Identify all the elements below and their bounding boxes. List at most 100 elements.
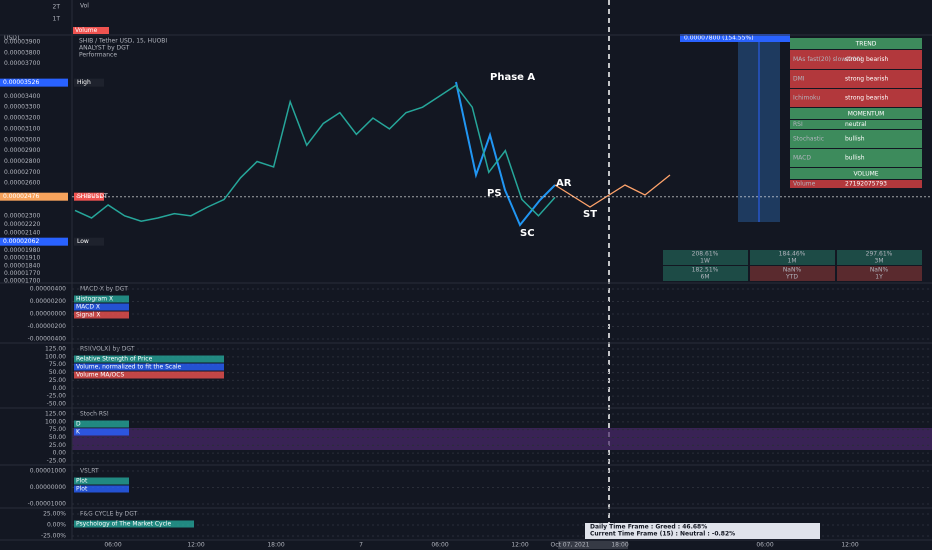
y-tick-label: 0.00002220 — [4, 221, 40, 228]
table-header-text: MOMENTUM — [848, 111, 885, 118]
panel-axis-label: 25.00% — [43, 511, 66, 518]
time-cursor-box — [558, 541, 628, 549]
perf-cell — [837, 266, 922, 281]
panel-axis-label: 100.00 — [45, 418, 66, 425]
panel-tag — [74, 420, 129, 428]
perf-period: 1Y — [875, 274, 883, 281]
table-cell: MACD — [793, 155, 811, 162]
panel-axis-label: 0.00 — [53, 385, 67, 392]
panel-axis-label: 0.00000000 — [30, 311, 66, 318]
panel-axis-label: 125.00 — [45, 411, 66, 418]
y-tick-label: 0.00002800 — [4, 158, 40, 165]
price-tag-label: High — [77, 79, 91, 86]
price-tag — [74, 237, 104, 246]
panel-axis-label: 75.00 — [49, 361, 66, 368]
table-row — [790, 180, 922, 188]
table-header — [790, 108, 922, 119]
perf-cell — [663, 266, 748, 281]
panel-axis-label: 50.00 — [49, 369, 66, 376]
panel-axis-label: 25.00 — [49, 442, 66, 449]
fg-note: Daily Time Frame : Greed : 46.68% — [590, 524, 707, 531]
panel-axis-label: 0.00000000 — [30, 484, 66, 491]
panel-title: VSLRT — [80, 468, 99, 475]
stoch-band — [72, 428, 932, 450]
panel-tag-label: Volume MA/OCS — [76, 372, 124, 379]
panel-tag — [74, 520, 194, 528]
y-tick-label: 0.00003400 — [4, 93, 40, 100]
indicator: ANALYST by DGT — [79, 45, 130, 52]
y-tick-label: 0.00003900 — [4, 39, 40, 46]
panel-tag — [74, 485, 129, 493]
table-row — [790, 50, 922, 69]
perf-period: 1W — [700, 258, 710, 265]
price-flag — [0, 192, 68, 201]
time-label: 7 — [359, 542, 363, 549]
y-tick-label: 0.00003700 — [4, 60, 40, 67]
table-cell: Volume — [793, 181, 816, 188]
panel-axis-label: 0.00000200 — [30, 298, 66, 305]
panel-title: Stoch RSI — [80, 411, 109, 418]
panel-tag — [74, 311, 129, 319]
table-cell: Ichimoku — [793, 95, 820, 102]
price-flag-label: 0.00002062 — [3, 238, 39, 245]
fg-note-box — [585, 523, 820, 539]
table-cell: bullish — [845, 136, 865, 143]
panel-axis-label: -0.00001000 — [28, 501, 67, 508]
y-tick-label: 0.00002600 — [4, 180, 40, 187]
panel-axis-label: 0.00 — [53, 450, 67, 457]
y-tick-label: 0.00002900 — [4, 147, 40, 154]
table-cell: 27192075793 — [845, 181, 887, 188]
y-tick-label: 0.00003800 — [4, 49, 40, 56]
panel-tag-label: D — [76, 421, 81, 428]
table-cell: strong bearish — [845, 56, 888, 63]
time-label: 12:00 — [187, 542, 204, 549]
table-cell: strong bearish — [845, 95, 888, 102]
perf-value: 297.61% — [866, 251, 893, 258]
panel-axis-label: -25.00 — [47, 458, 67, 465]
panel-axis-label: 100.00 — [45, 353, 66, 360]
panel-axis-label: 25.00 — [49, 377, 66, 384]
phase: Phase A — [490, 72, 535, 83]
symbol: SHIB / Tether USD, 15, HUOBI — [79, 38, 167, 45]
perf-cell — [750, 266, 835, 281]
y-tick-label: 0.00001980 — [4, 247, 40, 254]
panel-tag-label: Signal X — [76, 312, 100, 319]
perf-cell — [837, 250, 922, 265]
panel-tag-label: Plot — [76, 478, 88, 485]
time-label: 18:00 — [611, 542, 628, 549]
panel-tag — [74, 477, 129, 485]
panel-axis-label: 50.00 — [49, 434, 66, 441]
vol-axis-label: 2T — [53, 4, 61, 11]
sc: SC — [520, 228, 535, 239]
panel-axis-label: -0.00000200 — [28, 323, 67, 330]
panel-tag-label: Histogram X — [76, 296, 113, 303]
table-row — [790, 70, 922, 88]
table-header — [790, 38, 922, 49]
panel-axis-label: 125.00 — [45, 346, 66, 353]
y-tick-label: 0.00001700 — [4, 278, 40, 285]
perf-value: NaN% — [783, 267, 802, 274]
st: ST — [583, 209, 597, 220]
y-tick-label: 0.00003200 — [4, 115, 40, 122]
price-flag — [0, 237, 68, 246]
table-row — [790, 89, 922, 107]
panel-tag — [74, 303, 129, 311]
vol-axis-label: 1T — [53, 16, 61, 23]
projection-path — [554, 174, 671, 208]
target-label: 0.00007800 (154.55%) — [684, 35, 754, 42]
table-cell: neutral — [845, 121, 867, 128]
panel-title: MACD-X by DGT — [80, 286, 128, 293]
panel-tag — [74, 371, 224, 379]
tag-box — [73, 27, 109, 34]
panel-axis-label: -0.00000400 — [28, 336, 67, 343]
wyckoff-path — [455, 81, 556, 227]
table-cell: MAs fast(20) slow(200) — [793, 56, 862, 63]
table-row — [790, 149, 922, 167]
panel-tag-label: Psychology of The Market Cycle — [76, 521, 172, 528]
price-tag — [74, 78, 104, 87]
table-header — [790, 168, 922, 179]
perf-value: 208.61% — [692, 251, 719, 258]
panel-axis-label: 0.00000400 — [30, 286, 66, 293]
perf-value: 184.46% — [779, 251, 806, 258]
